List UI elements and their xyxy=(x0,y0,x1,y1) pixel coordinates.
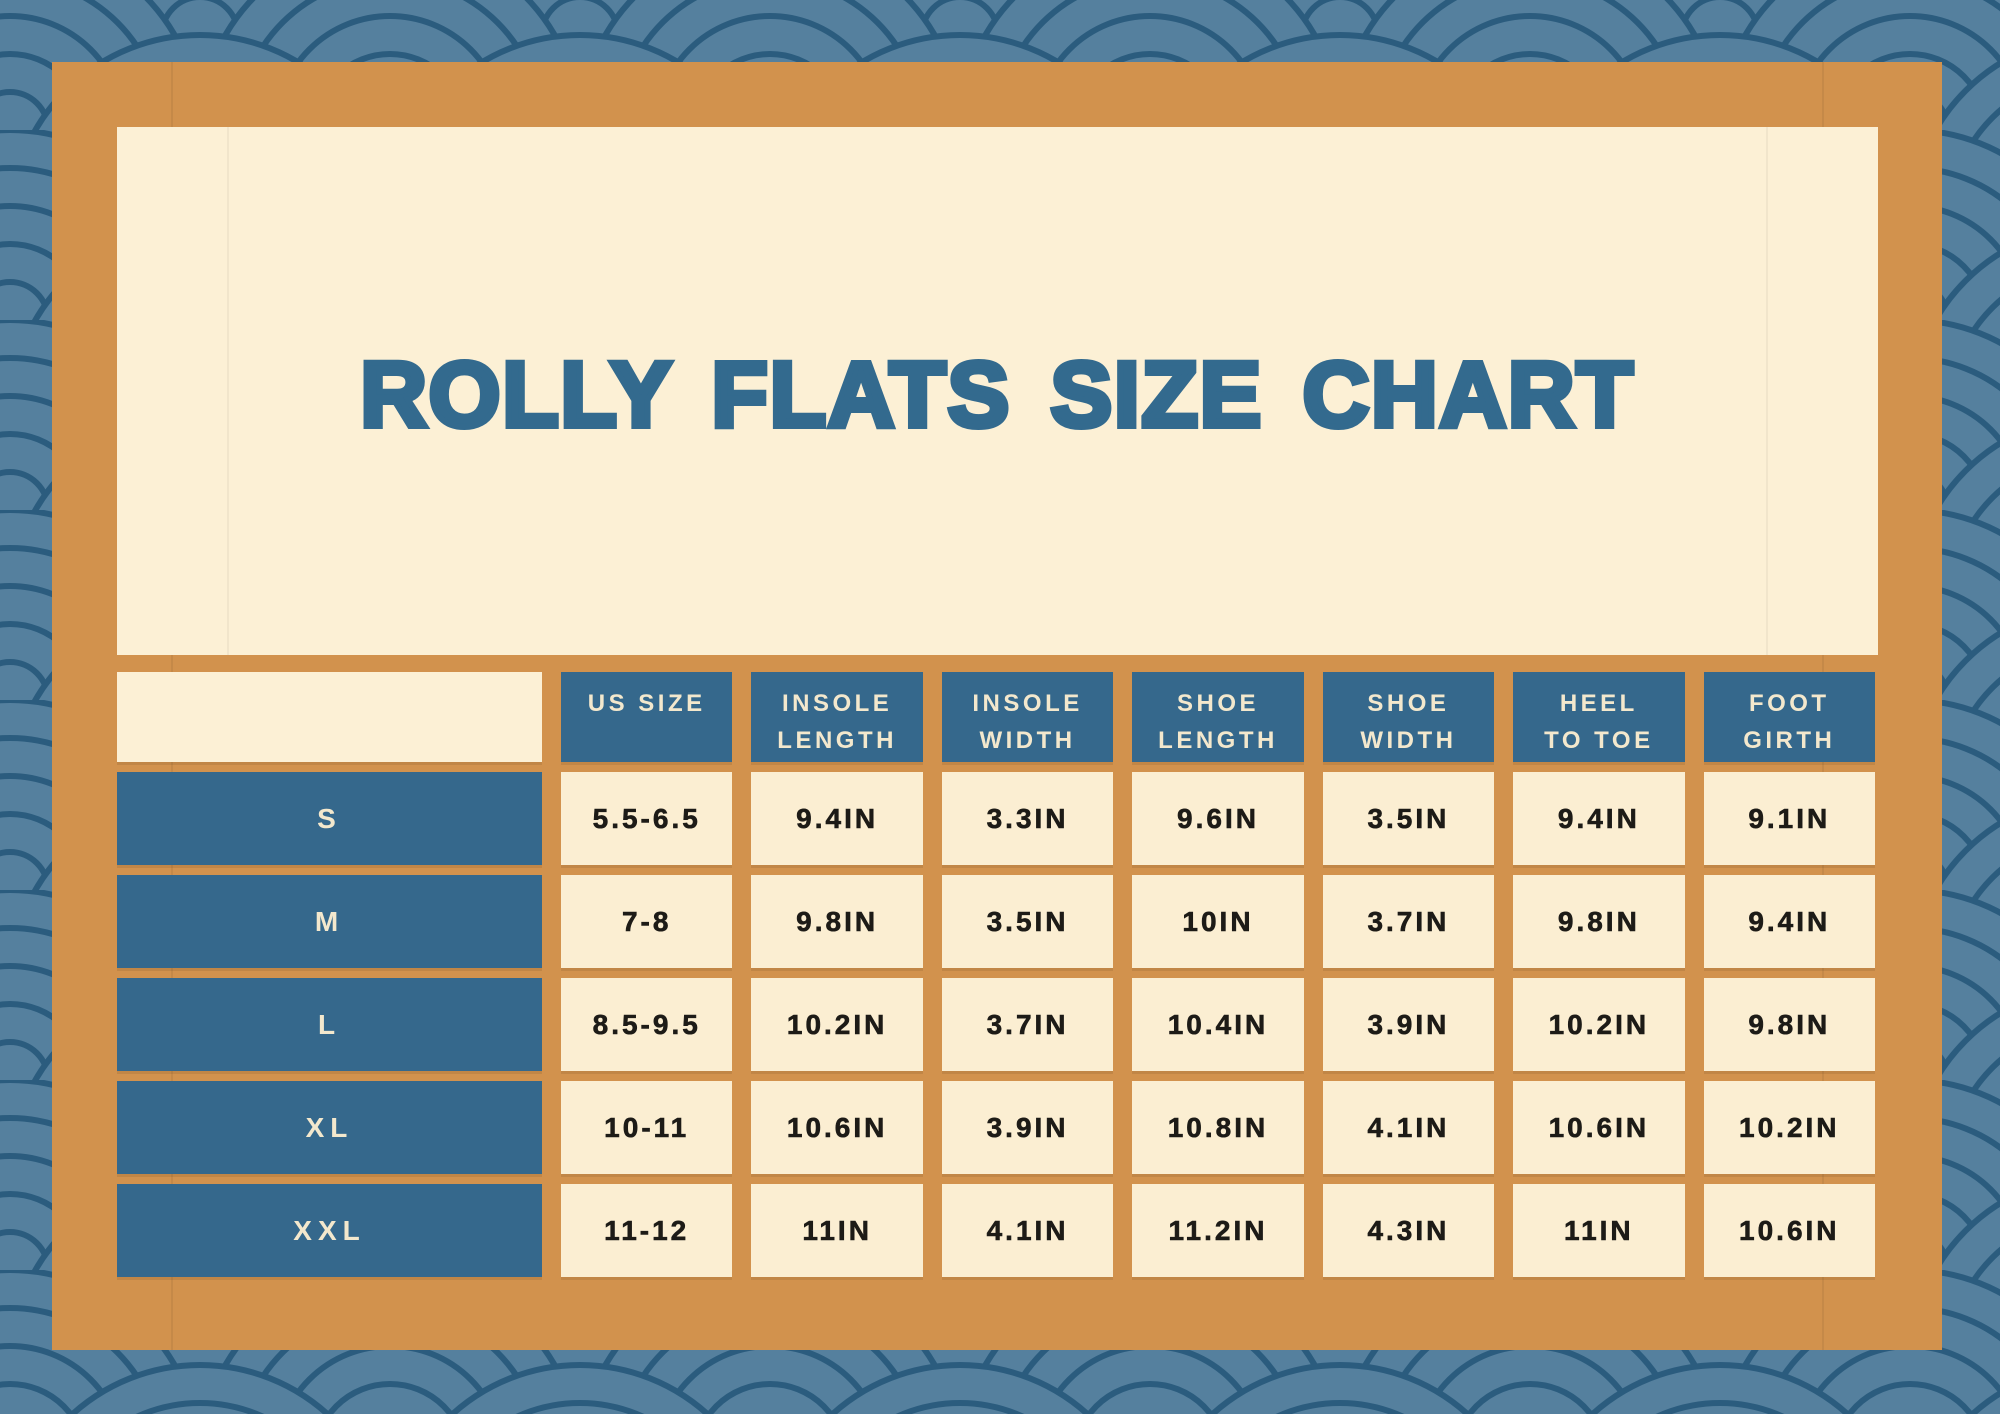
table-corner-cell xyxy=(117,672,542,762)
data-cell: 10.2IN xyxy=(1513,978,1685,1071)
row-label-l: L xyxy=(117,978,542,1071)
panel-seam-right xyxy=(1766,127,1768,655)
data-cell: 9.6IN xyxy=(1132,772,1304,865)
data-cell: 3.7IN xyxy=(1322,875,1495,968)
data-cell: 10.2IN xyxy=(751,978,923,1071)
data-cell: 10-11 xyxy=(561,1081,733,1174)
data-cell: 7-8 xyxy=(561,875,733,968)
column-header-insole-length: INSOLE LENGTH xyxy=(751,672,923,762)
data-cell: 3.9IN xyxy=(1322,978,1495,1071)
column-header-insole-width: INSOLE WIDTH xyxy=(941,672,1114,762)
title-panel: ROLLY FLATS SIZE CHART xyxy=(117,127,1878,655)
data-cell: 3.7IN xyxy=(941,978,1114,1071)
data-cell: 4.1IN xyxy=(941,1184,1114,1277)
data-cell: 9.8IN xyxy=(751,875,923,968)
data-cell: 10IN xyxy=(1132,875,1304,968)
data-cell: 10.4IN xyxy=(1132,978,1304,1071)
orange-frame: ROLLY FLATS SIZE CHART US SIZE INSOLE LE… xyxy=(52,62,1942,1350)
data-cell: 3.5IN xyxy=(1322,772,1495,865)
row-label-xl: XL xyxy=(117,1081,542,1174)
data-cell: 9.4IN xyxy=(751,772,923,865)
column-header-heel-to-toe: HEEL TO TOE xyxy=(1513,672,1685,762)
data-cell: 10.6IN xyxy=(1703,1184,1875,1277)
row-label-m: M xyxy=(117,875,542,968)
data-cell: 4.1IN xyxy=(1322,1081,1495,1174)
data-cell: 10.6IN xyxy=(1513,1081,1685,1174)
size-table: US SIZE INSOLE LENGTH INSOLE WIDTH SHOE … xyxy=(117,672,1875,1277)
data-cell: 5.5-6.5 xyxy=(561,772,733,865)
data-cell: 8.5-9.5 xyxy=(561,978,733,1071)
data-cell: 10.2IN xyxy=(1703,1081,1875,1174)
data-cell: 10.8IN xyxy=(1132,1081,1304,1174)
data-cell: 9.8IN xyxy=(1703,978,1875,1071)
row-label-xxl: XXL xyxy=(117,1184,542,1277)
data-cell: 9.8IN xyxy=(1513,875,1685,968)
column-header-us-size: US SIZE xyxy=(561,672,733,762)
data-cell: 3.5IN xyxy=(941,875,1114,968)
data-cell: 10.6IN xyxy=(751,1081,923,1174)
panel-seam-left xyxy=(227,127,229,655)
row-label-s: S xyxy=(117,772,542,865)
data-cell: 9.4IN xyxy=(1513,772,1685,865)
data-cell: 9.4IN xyxy=(1703,875,1875,968)
data-cell: 9.1IN xyxy=(1703,772,1875,865)
column-header-shoe-length: SHOE LENGTH xyxy=(1132,672,1304,762)
data-cell: 4.3IN xyxy=(1322,1184,1495,1277)
data-cell: 11IN xyxy=(1513,1184,1685,1277)
column-header-shoe-width: SHOE WIDTH xyxy=(1322,672,1495,762)
column-header-foot-girth: FOOT GIRTH xyxy=(1703,672,1875,762)
data-cell: 3.3IN xyxy=(941,772,1114,865)
data-cell: 11IN xyxy=(751,1184,923,1277)
data-cell: 3.9IN xyxy=(941,1081,1114,1174)
data-cell: 11.2IN xyxy=(1132,1184,1304,1277)
page-title: ROLLY FLATS SIZE CHART xyxy=(357,341,1635,449)
data-cell: 11-12 xyxy=(561,1184,733,1277)
